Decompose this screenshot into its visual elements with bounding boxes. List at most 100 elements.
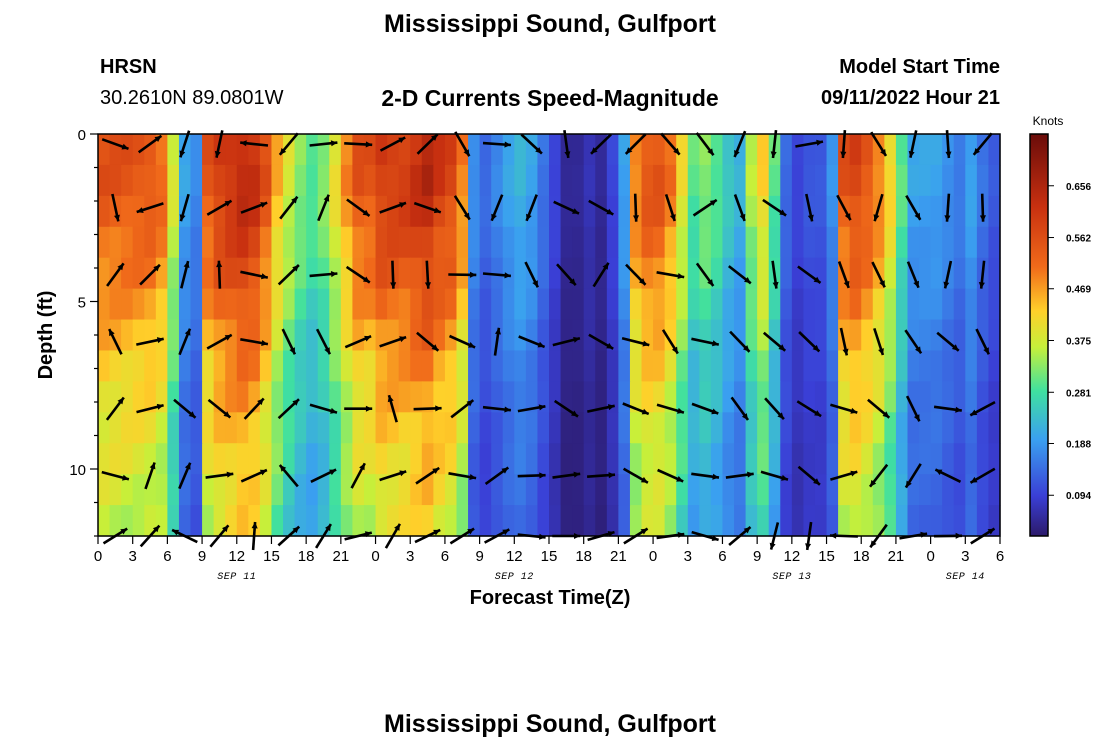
heat-cell — [283, 350, 296, 382]
heat-cell — [525, 164, 539, 197]
heat-cell — [653, 474, 666, 506]
heat-cell — [919, 474, 932, 506]
heat-cell — [178, 474, 192, 506]
heat-cell — [283, 474, 296, 506]
current-arrow — [587, 404, 615, 413]
heat-cell — [988, 350, 1001, 382]
heat-cell — [479, 412, 492, 444]
heat-cell — [98, 319, 111, 352]
heat-cell — [687, 164, 700, 197]
heat-cell — [976, 381, 990, 413]
current-arrow — [453, 195, 471, 221]
current-arrow — [934, 468, 962, 483]
heat-cell — [965, 195, 978, 228]
heat-cell — [190, 381, 203, 413]
current-arrow — [830, 470, 858, 481]
heat-cell — [572, 381, 585, 413]
heat-cell — [167, 257, 180, 290]
heat-cell — [780, 226, 793, 259]
heat-cell — [109, 443, 122, 475]
heat-cell — [363, 134, 377, 166]
heat-cell — [965, 134, 978, 166]
heat-cell — [132, 381, 145, 413]
heat-cell — [838, 288, 851, 321]
heat-cell — [537, 288, 550, 321]
heat-cell — [468, 226, 481, 259]
current-arrow — [556, 263, 577, 286]
heat-cell — [329, 288, 342, 321]
heat-cell — [421, 226, 434, 259]
heat-cell — [861, 288, 874, 321]
heat-cell — [352, 288, 365, 321]
heat-cell — [572, 412, 585, 444]
heat-cell — [479, 319, 492, 352]
colorbar-tick-label: 0.188 — [1066, 439, 1091, 450]
current-arrow — [657, 468, 684, 483]
current-arrow — [379, 335, 407, 348]
heat-cell — [213, 412, 226, 444]
heat-cell — [687, 195, 700, 228]
x-tick-label: 21 — [888, 548, 905, 565]
current-arrow — [933, 405, 962, 413]
heat-cell — [202, 195, 215, 228]
heat-cell — [410, 381, 423, 413]
heat-cell — [629, 319, 643, 352]
heat-cell — [803, 134, 816, 166]
heat-cell — [225, 381, 238, 413]
heat-cell — [976, 474, 990, 506]
heat-cell — [329, 195, 342, 228]
heat-cell — [202, 319, 215, 352]
heat-cell — [433, 474, 446, 506]
heat-cell — [363, 164, 377, 197]
heat-cell — [745, 412, 758, 444]
heat-cell — [121, 319, 134, 352]
current-arrow — [836, 194, 852, 221]
heat-cell — [710, 288, 724, 321]
current-arrow — [315, 328, 332, 355]
current-arrow — [972, 132, 993, 156]
heat-cell — [930, 319, 943, 352]
heat-cell — [606, 350, 619, 382]
heat-cell — [398, 226, 411, 259]
current-arrow — [592, 262, 610, 288]
heat-cell — [560, 505, 573, 537]
heat-cell — [514, 350, 527, 382]
heat-cell — [849, 164, 862, 197]
heat-cell — [549, 319, 562, 352]
x-tick-label: 0 — [649, 548, 657, 565]
heat-cell — [572, 134, 585, 166]
current-arrow — [622, 402, 650, 416]
heat-cell — [572, 443, 585, 475]
heat-cell — [294, 226, 307, 259]
heat-cell — [213, 443, 226, 475]
heat-cell — [976, 505, 990, 537]
heat-cell — [525, 288, 539, 321]
current-arrow — [517, 472, 546, 479]
heat-cell — [687, 412, 700, 444]
x-tick-label: 9 — [753, 548, 761, 565]
heat-cell — [872, 474, 885, 506]
heat-cell — [618, 381, 631, 413]
heat-cell — [618, 288, 631, 321]
heat-cell — [178, 288, 192, 321]
heat-cell — [757, 226, 770, 259]
x-tick-label: 18 — [575, 548, 592, 565]
heat-cell — [213, 164, 226, 197]
heat-cell — [884, 195, 897, 228]
heat-cell — [213, 350, 226, 382]
current-arrow — [484, 466, 510, 485]
heat-cell — [225, 505, 238, 537]
heat-cell — [664, 443, 677, 475]
heat-cell — [502, 288, 515, 321]
heat-cell — [780, 288, 793, 321]
heat-cell — [178, 443, 192, 475]
heat-cell — [768, 443, 781, 475]
heat-cell — [468, 257, 481, 290]
current-arrow — [764, 397, 785, 420]
heat-cell — [479, 195, 492, 228]
heat-cell — [930, 443, 943, 475]
current-arrow — [633, 193, 639, 222]
heat-cell — [595, 350, 608, 382]
current-arrow — [344, 335, 372, 349]
heat-cell — [814, 412, 828, 444]
